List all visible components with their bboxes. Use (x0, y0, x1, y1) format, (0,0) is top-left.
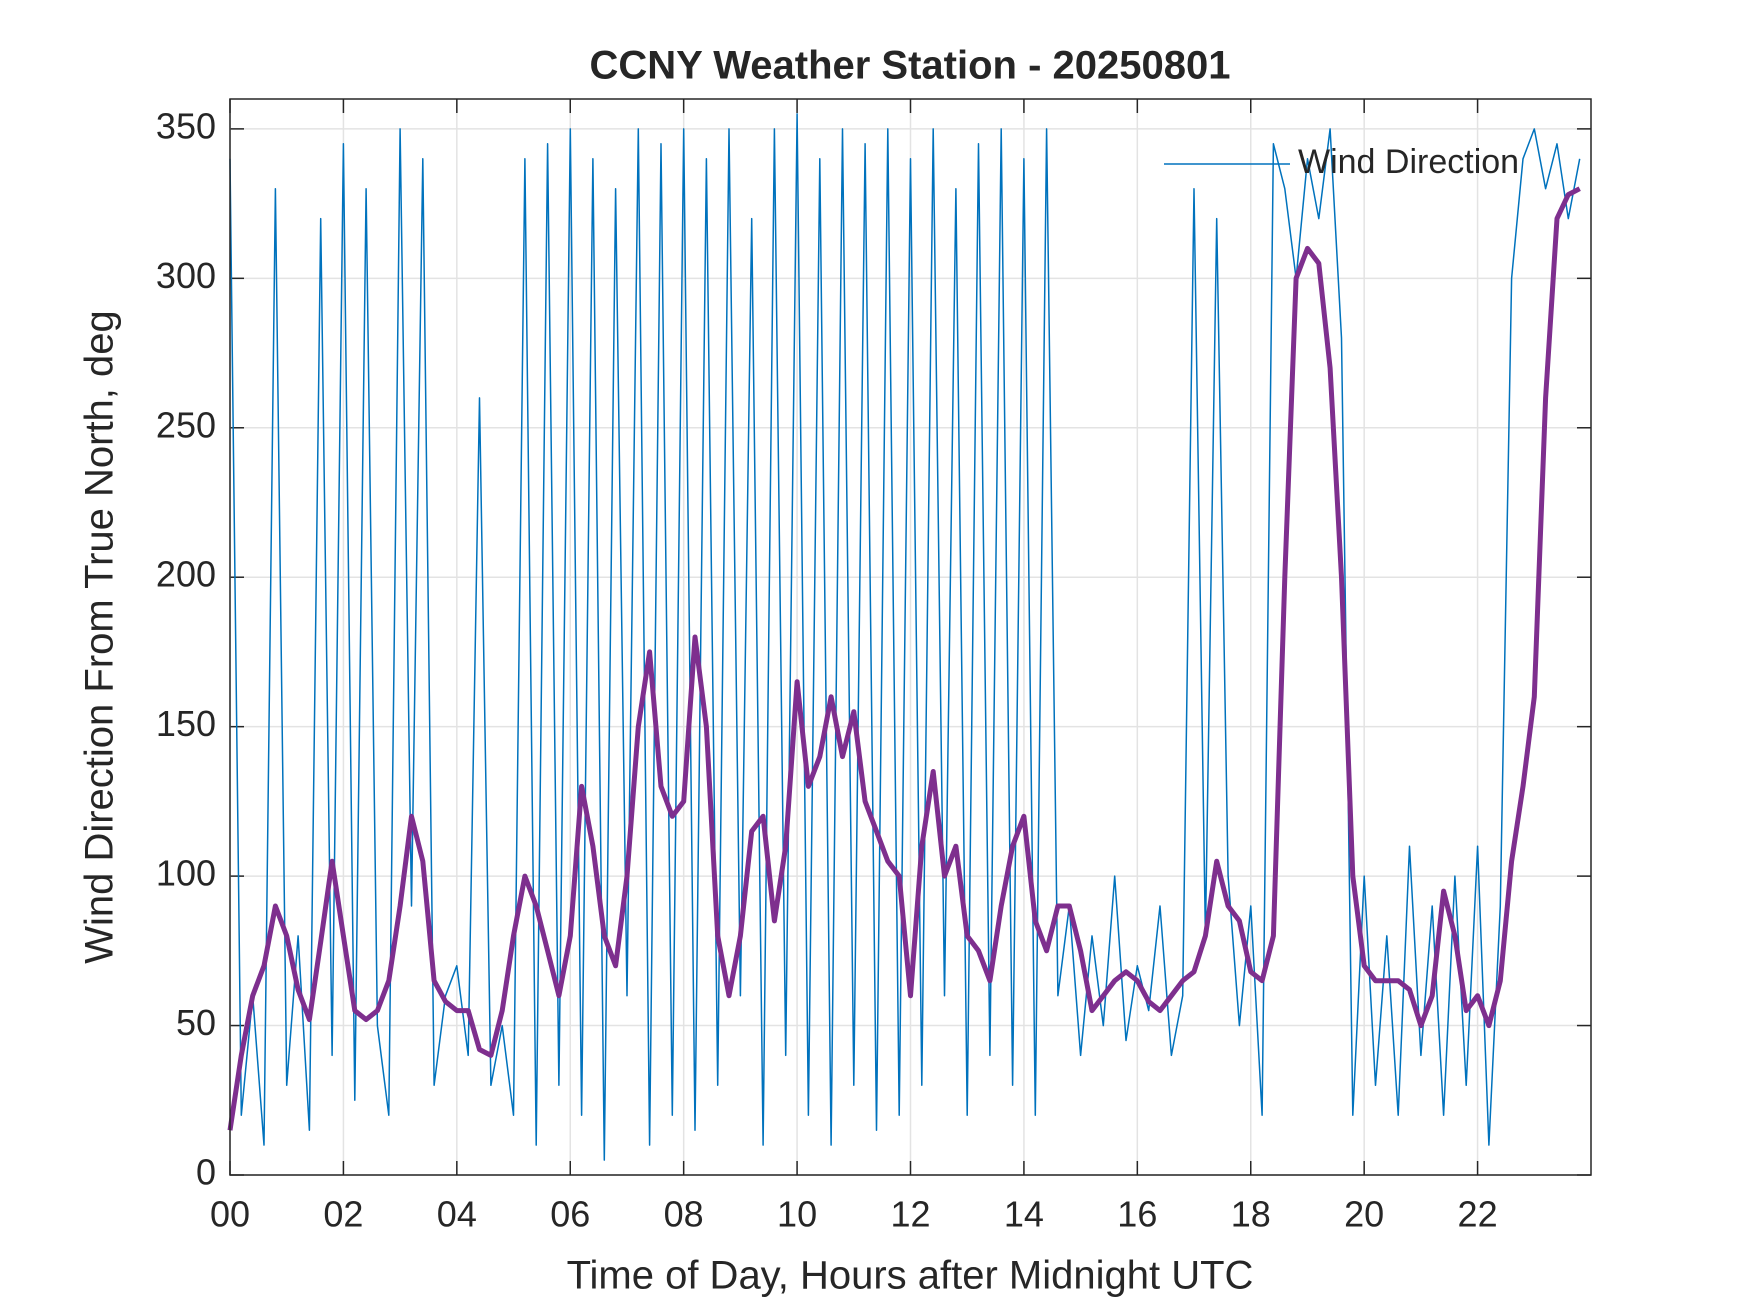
y-tick-label: 0 (196, 1152, 216, 1193)
chart-title: CCNY Weather Station - 20250801 (590, 44, 1231, 88)
y-tick-label: 50 (176, 1002, 216, 1043)
legend-label: Wind Direction (1298, 143, 1519, 181)
y-tick-label: 250 (156, 404, 216, 445)
data-line (229, 113, 1581, 1161)
axes-box (229, 98, 1592, 1176)
x-tick-label: 22 (1458, 1194, 1498, 1235)
x-axis-label: Time of Day, Hours after Midnight UTC (567, 1254, 1254, 1298)
x-tick-label: 20 (1344, 1194, 1384, 1235)
y-tick-label: 350 (156, 105, 216, 146)
data-line (227, 186, 1581, 1131)
y-tick-label: 200 (156, 554, 216, 595)
x-tick-label: 04 (437, 1194, 477, 1235)
x-tick-label: 18 (1231, 1194, 1271, 1235)
y-tick-label: 150 (156, 703, 216, 744)
x-tick-label: 02 (323, 1194, 363, 1235)
y-tick-label: 300 (156, 255, 216, 296)
x-tick-label: 00 (210, 1194, 250, 1235)
x-tick-label: 16 (1117, 1194, 1157, 1235)
x-tick-label: 10 (777, 1194, 817, 1235)
y-tick-label: 100 (156, 853, 216, 894)
y-axis-label: Wind Direction From True North, deg (78, 310, 122, 964)
x-tick-label: 08 (664, 1194, 704, 1235)
x-tick-label: 06 (550, 1194, 590, 1235)
x-tick-label: 12 (890, 1194, 930, 1235)
x-tick-label: 14 (1004, 1194, 1044, 1235)
